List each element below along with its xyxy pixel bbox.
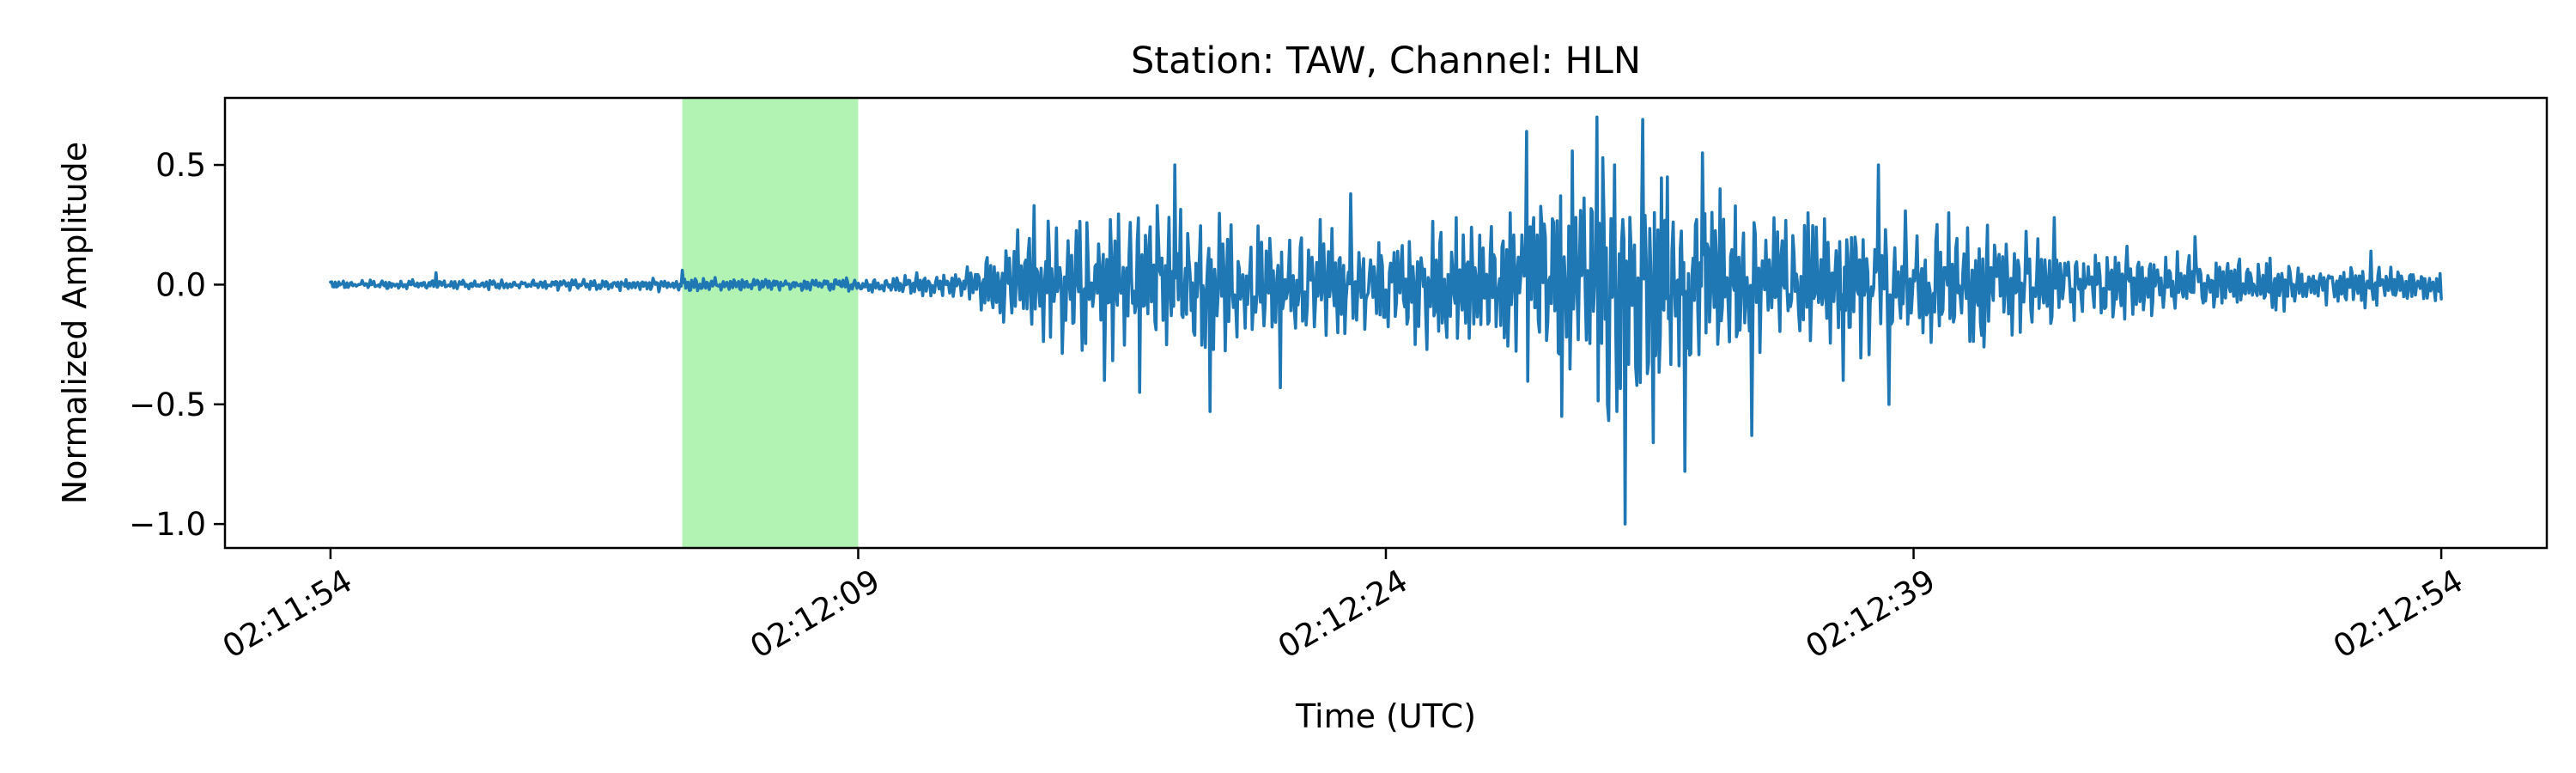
highlight-window [682,98,859,548]
y-tick-label: 0.5 [155,147,206,184]
x-tick-label: 02:12:24 [1272,563,1413,666]
x-axis-label: Time (UTC) [1295,697,1476,735]
x-tick-label: 02:12:39 [1800,563,1941,666]
y-tick-label: −0.5 [129,386,206,423]
y-tick-label: 0.0 [155,266,206,303]
x-tick-label: 02:11:54 [216,563,358,666]
y-axis-label: Normalized Amplitude [56,142,94,504]
x-tick-label: 02:12:54 [2327,563,2469,666]
plot-frame [223,96,2549,550]
series-line [329,115,2443,526]
y-tick-label: −1.0 [129,506,206,543]
chart-title: Station: TAW, Channel: HLN [1131,40,1641,82]
x-tick-label: 02:12:09 [744,563,886,666]
